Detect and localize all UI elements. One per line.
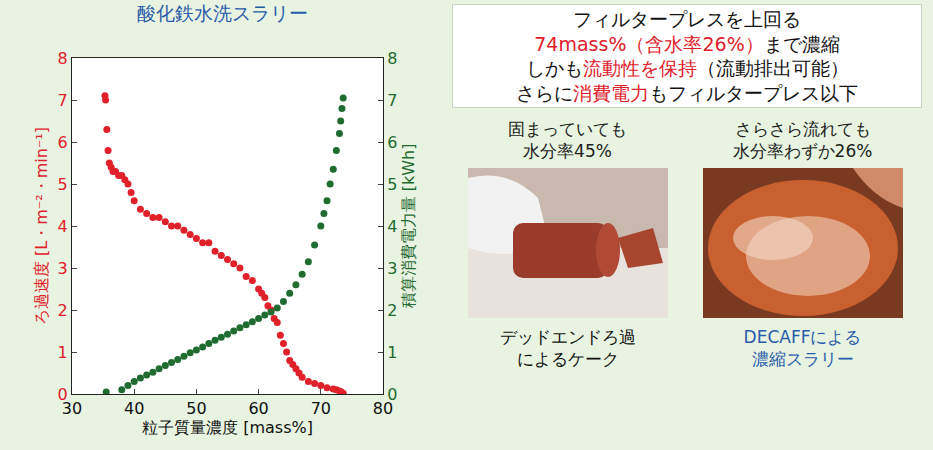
svg-text:酸化鉄水洗スラリー: 酸化鉄水洗スラリー: [137, 2, 308, 24]
svg-text:8: 8: [58, 49, 68, 68]
svg-text:4: 4: [387, 217, 397, 236]
svg-text:1: 1: [387, 343, 397, 362]
svg-text:30: 30: [62, 399, 82, 418]
svg-text:80: 80: [373, 399, 393, 418]
svg-text:50: 50: [186, 399, 206, 418]
html-text:によるケーク: によるケーク: [516, 349, 619, 369]
svg-text:8: 8: [387, 49, 397, 68]
html-text:DECAFFによる: DECAFFによる: [743, 327, 862, 347]
svg-text:6: 6: [58, 133, 68, 152]
html-text:さらに消費電力もフィルタープレス以下: さらに消費電力もフィルタープレス以下: [516, 81, 858, 104]
svg-text:70: 70: [311, 399, 331, 418]
svg-text:6: 6: [387, 133, 397, 152]
svg-text:3: 3: [58, 259, 68, 278]
html-text:さらさら流れても: さらさら流れても: [734, 119, 871, 139]
svg-text:2: 2: [387, 301, 397, 320]
svg-text:5: 5: [58, 175, 68, 194]
svg-text:40: 40: [124, 399, 144, 418]
html-text:デッドエンドろ過: デッドエンドろ過: [499, 327, 636, 347]
svg-text:7: 7: [58, 91, 68, 110]
html-text:固まっていても: 固まっていても: [508, 119, 627, 139]
svg-text:1: 1: [58, 343, 68, 362]
html-text:フィルタープレスを上回る: フィルタープレスを上回る: [573, 8, 801, 30]
svg-text:ろ過速度 [L・m⁻²・min⁻¹]: ろ過速度 [L・m⁻²・min⁻¹]: [32, 127, 51, 325]
svg-text:0: 0: [58, 385, 68, 404]
svg-text:7: 7: [387, 91, 397, 110]
html-text:水分率わずか26%: 水分率わずか26%: [732, 141, 873, 161]
svg-text:積算消費電力量 [kWh]: 積算消費電力量 [kWh]: [399, 144, 418, 309]
svg-text:5: 5: [387, 175, 397, 194]
html-text:74mass%（含水率26%）まで濃縮: 74mass%（含水率26%）まで濃縮: [534, 32, 840, 55]
html-text:濃縮スラリー: 濃縮スラリー: [751, 349, 854, 369]
svg-text:60: 60: [248, 399, 268, 418]
svg-text:4: 4: [58, 217, 68, 236]
svg-text:3: 3: [387, 259, 397, 278]
svg-text:0: 0: [387, 385, 397, 404]
svg-text:2: 2: [58, 301, 68, 320]
html-text:しかも流動性を保持（流動排出可能）: しかも流動性を保持（流動排出可能）: [525, 57, 849, 79]
html-text:水分率45%: 水分率45%: [523, 141, 612, 161]
svg-text:粒子質量濃度 [mass%]: 粒子質量濃度 [mass%]: [142, 418, 313, 437]
